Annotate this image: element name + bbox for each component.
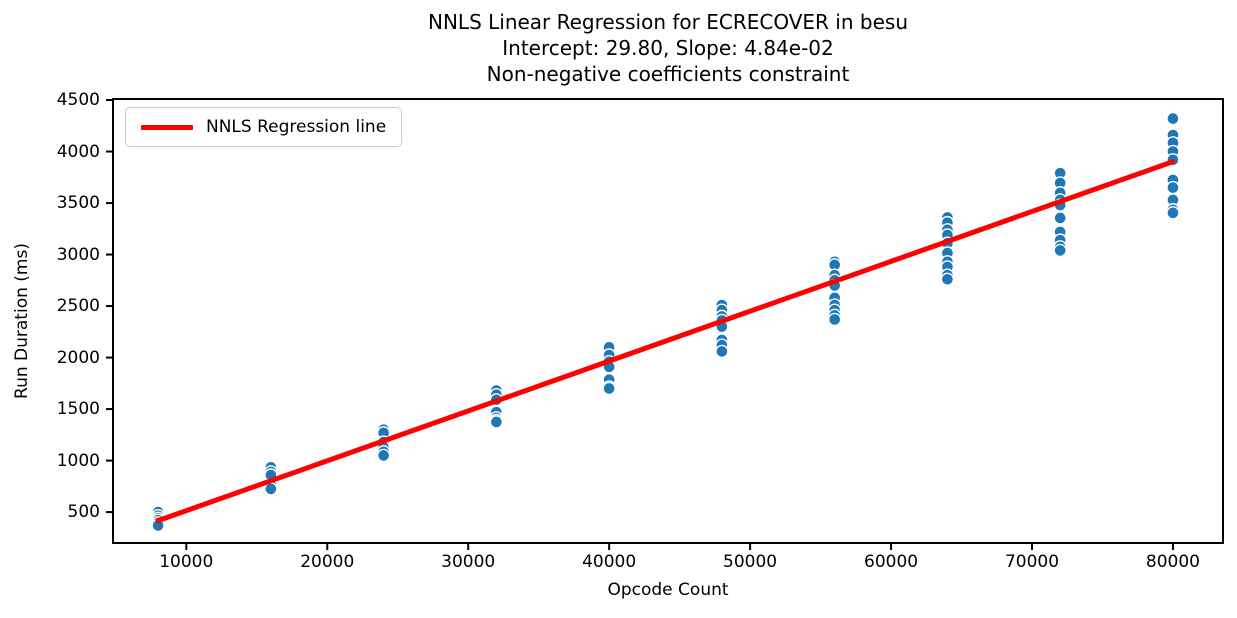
x-tick-label: 30000 <box>441 552 496 572</box>
y-tick-label: 3500 <box>56 193 100 214</box>
scatter-point <box>827 312 842 327</box>
scatter-point <box>376 448 391 463</box>
axes-spines <box>112 98 1224 544</box>
y-tick-label: 4500 <box>56 90 100 111</box>
scatter-point <box>489 415 504 429</box>
x-tick-label: 80000 <box>1145 552 1200 572</box>
scatter-point <box>1166 111 1180 126</box>
scatter-point <box>602 381 616 396</box>
scatter-point <box>940 272 955 286</box>
x-tick-label: 50000 <box>723 552 778 572</box>
y-tick-label: 2500 <box>56 296 100 317</box>
scatter-point <box>1166 180 1180 195</box>
y-tick-label: 500 <box>67 502 100 523</box>
y-tick-label: 1000 <box>56 450 100 471</box>
y-tick-label: 2000 <box>56 347 100 368</box>
scatter-point <box>1053 243 1067 258</box>
chart-subtitle-constraint: Non-negative coefficients constraint <box>486 62 850 86</box>
y-tick-label: 3000 <box>56 244 100 265</box>
scatter-point <box>715 344 729 359</box>
y-tick-label: 4000 <box>56 141 100 162</box>
x-tick-label: 70000 <box>1004 552 1060 572</box>
x-tick-label: 10000 <box>159 552 214 572</box>
y-tick-label: 1500 <box>56 399 100 420</box>
chart-subtitle-intercept-slope: Intercept: 29.80, Slope: 4.84e-02 <box>502 36 834 60</box>
legend-label: NNLS Regression line <box>206 117 387 137</box>
legend-line-sample <box>141 124 193 130</box>
x-tick-label: 60000 <box>864 552 919 572</box>
scatter-point <box>1053 211 1067 225</box>
legend: NNLS Regression line <box>125 107 403 147</box>
x-tick-label: 20000 <box>300 552 355 572</box>
y-axis-label: Run Duration (ms) <box>12 243 32 399</box>
scatter-point <box>1166 206 1180 220</box>
x-tick-label: 40000 <box>582 552 637 572</box>
chart-title-block: NNLS Linear Regression for ECRECOVER in … <box>113 9 1223 87</box>
x-axis-label: Opcode Count <box>607 580 729 600</box>
regression-line <box>155 159 1176 524</box>
chart-title: NNLS Linear Regression for ECRECOVER in … <box>428 10 908 34</box>
